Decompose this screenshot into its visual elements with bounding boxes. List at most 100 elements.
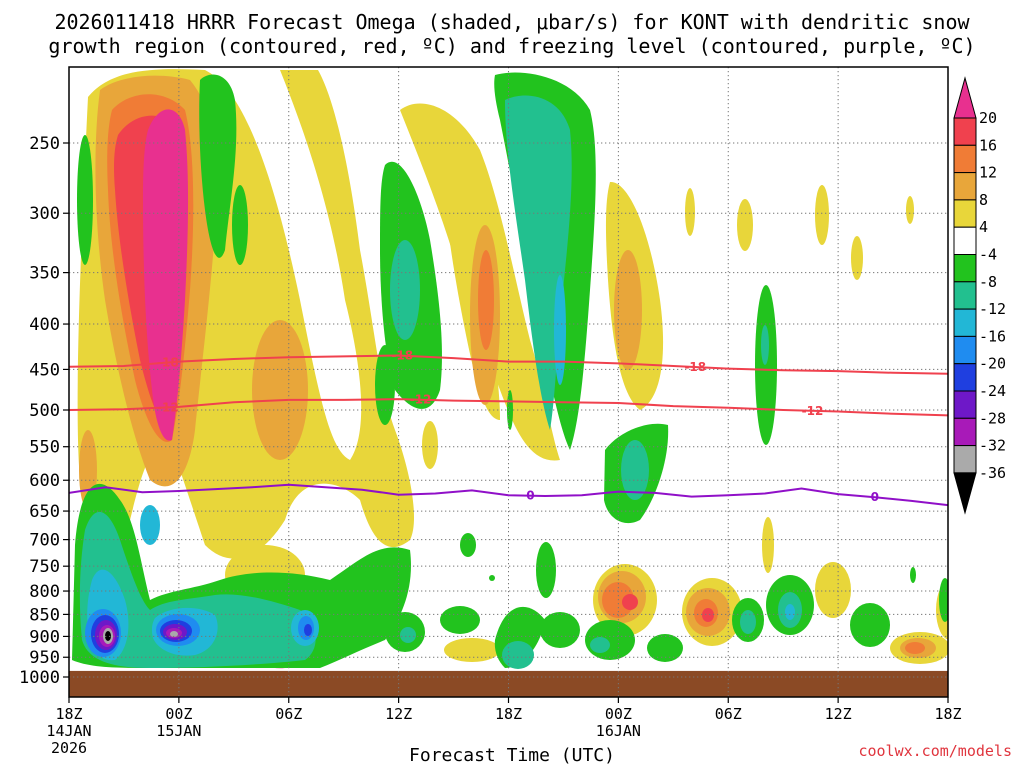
isotherm-label: -18 [157, 356, 179, 370]
omega-ascent-area [702, 608, 714, 622]
omega-descent-area [375, 345, 395, 425]
colorbar-tick-label: 4 [979, 218, 988, 236]
colorbar-tick-label: -20 [979, 355, 1006, 373]
omega-descent-area [79, 511, 316, 668]
colorbar-bin [953, 172, 977, 201]
omega-descent-area [440, 606, 480, 634]
x-tick-label: 06Z [715, 705, 742, 723]
isotherm-label: -12 [157, 400, 179, 414]
x-tick-date-label: 15JAN [156, 722, 201, 740]
colorbar-bin [953, 254, 977, 283]
omega-ascent-area [374, 486, 410, 530]
colorbar-tick-label: 12 [979, 164, 997, 182]
omega-descent-area [140, 505, 160, 545]
colorbar-tick-label: -12 [979, 300, 1006, 318]
colorbar-bin [953, 199, 977, 228]
x-tick-label: 00Z [165, 705, 192, 723]
isotherm-label: -12 [410, 393, 432, 407]
x-tick-label: 18Z [55, 705, 82, 723]
omega-descent-area [502, 641, 534, 669]
omega-descent-area [460, 533, 476, 557]
chart-title-line-2: growth region (contoured, red, ºC) and f… [48, 34, 976, 58]
omega-descent-area [785, 604, 795, 620]
omega-ascent-area [815, 185, 829, 245]
isotherm-line [69, 398, 948, 417]
y-tick-label: 700 [29, 531, 60, 551]
omega-colorbar: 20 16 12 8 4 -4 -8 -12 -16 -20 -24 -28 -32 -36 [953, 76, 1006, 515]
colorbar-tick-label: -4 [979, 246, 997, 264]
y-tick-label: 350 [29, 264, 60, 284]
omega-ascent-area [906, 196, 914, 224]
colorbar-tick-label: 20 [979, 109, 997, 127]
omega-descent-area [105, 631, 111, 641]
y-tick-label: 1000 [19, 668, 60, 688]
y-tick-label: 550 [29, 438, 60, 458]
isotherm-label: -12 [802, 404, 824, 418]
colorbar-bin [953, 281, 977, 310]
chart-title-line-1: 2026011418 HRRR Forecast Omega (shaded, … [54, 10, 970, 34]
omega-descent-area [755, 285, 777, 445]
colorbar-top-arrow [953, 76, 977, 119]
omega-descent-area [939, 578, 948, 622]
omega-descent-area [400, 627, 416, 643]
omega-descent-area [910, 567, 916, 583]
omega-shading [72, 69, 948, 669]
omega-descent-area [390, 240, 420, 340]
colorbar-bin [953, 226, 977, 255]
colorbar-tick-label: -16 [979, 327, 1006, 345]
colorbar-tick-label: -32 [979, 437, 1006, 455]
omega-ascent-area [762, 517, 774, 573]
y-tick-label: 850 [29, 605, 60, 625]
isotherm-label: 0 [526, 489, 534, 503]
x-tick-label: 12Z [385, 705, 412, 723]
x-tick-label: 06Z [275, 705, 302, 723]
omega-ascent-area [422, 421, 438, 469]
omega-ascent-area [685, 188, 695, 236]
x-tick-label: 18Z [934, 705, 961, 723]
x-tick-label: 00Z [605, 705, 632, 723]
omega-descent-area [536, 542, 556, 598]
omega-descent-area [850, 603, 890, 647]
y-tick-label: 950 [29, 648, 60, 668]
colorbar-tick-label: 16 [979, 136, 997, 154]
colorbar-bin [953, 335, 977, 365]
y-tick-label: 900 [29, 627, 60, 647]
y-tick-label: 650 [29, 502, 60, 522]
colorbar-bottom-arrow [953, 472, 977, 515]
y-tick-label: 250 [29, 134, 60, 154]
isotherm-line [69, 354, 948, 375]
omega-ascent-area [905, 642, 925, 654]
isotherm-line [69, 483, 948, 507]
omega-ascent-area [478, 250, 494, 350]
colorbar-tick-label: 8 [979, 191, 988, 209]
omega-descent-area [77, 135, 93, 265]
y-tick-label: 750 [29, 557, 60, 577]
credit-link[interactable]: coolwx.com/models [858, 742, 1012, 760]
omega-ascent-area [143, 109, 189, 441]
colorbar-bin [953, 417, 977, 447]
omega-ascent-area [444, 638, 500, 662]
pressure-axis: 2503003504004505005506006507007508008509… [19, 134, 69, 688]
omega-descent-area [170, 631, 178, 637]
colorbar-bin [953, 117, 977, 146]
omega-ascent-area [614, 250, 642, 370]
colorbar-bin [953, 144, 977, 174]
omega-descent-area [554, 275, 566, 385]
omega-ascent-area [622, 594, 638, 610]
omega-ascent-area [252, 320, 308, 460]
omega-descent-area [199, 74, 237, 258]
omega-ascent-area [851, 236, 863, 280]
omega-ascent-area [737, 199, 753, 251]
isotherm-label: -18 [391, 349, 413, 363]
y-tick-label: 500 [29, 401, 60, 421]
colorbar-tick-label: -36 [979, 464, 1006, 482]
x-tick-date-label: 14JAN [46, 722, 91, 740]
y-tick-label: 300 [29, 204, 60, 224]
colorbar-bin [953, 390, 977, 419]
colorbar-bin [953, 445, 977, 474]
isotherm-label: -18 [684, 360, 706, 374]
omega-descent-area [621, 440, 649, 500]
omega-ascent-area [815, 562, 851, 618]
omega-descent-area [232, 185, 248, 265]
